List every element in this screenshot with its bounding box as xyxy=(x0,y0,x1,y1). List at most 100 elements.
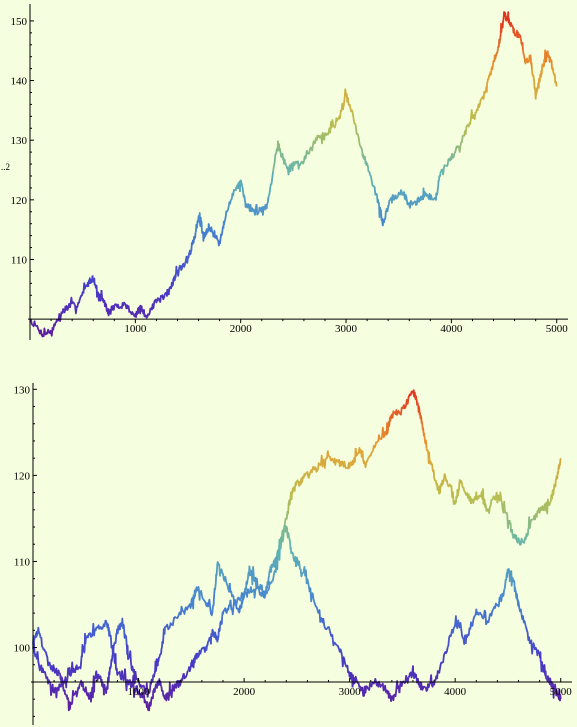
series-segment xyxy=(199,590,205,600)
series-segment xyxy=(59,679,66,688)
series-segment xyxy=(107,666,112,682)
series-segment xyxy=(368,171,374,187)
series-segment xyxy=(217,233,222,247)
series-segment xyxy=(51,318,58,331)
series-segment xyxy=(322,617,331,632)
series-segment xyxy=(199,216,204,234)
series-segment xyxy=(39,327,46,338)
series-segment xyxy=(474,491,481,501)
series-segment xyxy=(239,592,245,602)
series-segment xyxy=(96,291,101,302)
series-segment xyxy=(258,206,262,212)
series-segment xyxy=(455,619,463,630)
series-segment xyxy=(295,556,301,570)
series-segment xyxy=(496,491,503,504)
series-segment xyxy=(251,204,258,216)
series-segment xyxy=(190,239,195,252)
series-segment xyxy=(225,199,232,213)
series-segment xyxy=(478,611,485,620)
series-segment xyxy=(423,432,428,449)
series-segment xyxy=(203,228,208,238)
series-segment xyxy=(185,602,193,611)
series-segment xyxy=(327,454,334,462)
series-segment xyxy=(283,158,288,167)
series-segment xyxy=(313,601,320,614)
series-segment xyxy=(414,196,421,206)
series-segment xyxy=(427,192,434,201)
series-segment xyxy=(262,204,267,211)
series-segment xyxy=(69,296,76,308)
series-segment xyxy=(169,683,176,699)
series-segment xyxy=(182,670,189,680)
series-segment xyxy=(216,561,222,577)
series-segment xyxy=(397,189,404,197)
series-segment xyxy=(119,301,126,310)
series-segment xyxy=(319,131,326,145)
series-segment xyxy=(516,599,523,615)
series-segment xyxy=(490,60,495,72)
series-segment xyxy=(40,637,46,653)
series-segment xyxy=(324,127,331,136)
series-segment xyxy=(467,109,474,128)
series-segment xyxy=(115,667,122,678)
series-segment xyxy=(75,682,82,698)
series-segment xyxy=(385,204,390,213)
series-segment xyxy=(363,457,370,469)
series-segment xyxy=(394,680,401,698)
series-segment xyxy=(529,639,536,655)
series-segment xyxy=(88,686,94,703)
series-segment xyxy=(234,184,239,192)
series-segment xyxy=(243,588,250,598)
series-segment xyxy=(412,389,417,399)
series-segment xyxy=(216,626,221,641)
series-segment xyxy=(288,538,293,555)
series-segment xyxy=(114,628,119,644)
series-segment xyxy=(121,617,126,631)
series-segment xyxy=(361,450,366,465)
series-segment xyxy=(531,513,538,521)
series-segment xyxy=(211,587,216,613)
series-segment xyxy=(345,93,350,106)
series-segment xyxy=(503,577,508,591)
series-segment xyxy=(107,308,112,317)
series-segment xyxy=(140,305,145,315)
y-tick-label: 110 xyxy=(11,254,28,266)
series-segment xyxy=(301,150,308,165)
series-segment xyxy=(501,589,506,598)
series-segment xyxy=(124,302,131,313)
series-segment xyxy=(139,691,144,699)
series-segment xyxy=(158,678,163,687)
y-axis-label-fragment: ..2 xyxy=(1,162,10,172)
series-segment xyxy=(76,661,83,671)
series-segment xyxy=(191,657,196,669)
series-segment xyxy=(543,664,548,680)
series-segment xyxy=(230,189,236,201)
series-segment xyxy=(372,440,379,452)
series-segment xyxy=(119,668,126,682)
series-segment xyxy=(44,651,52,667)
series-segment xyxy=(314,462,321,473)
series-segment xyxy=(308,587,316,603)
series-segment xyxy=(221,607,227,617)
series-segment xyxy=(124,668,131,692)
series-segment xyxy=(204,640,210,651)
series-segment xyxy=(440,164,446,176)
series-segment xyxy=(219,568,227,582)
series-segment xyxy=(432,192,438,201)
series-segment xyxy=(309,465,316,474)
series-segment xyxy=(545,675,550,682)
series-segment xyxy=(392,194,399,201)
series-segment xyxy=(354,446,362,457)
series-segment xyxy=(155,680,160,689)
series-segment xyxy=(32,638,39,660)
series-segment xyxy=(202,598,209,608)
series-segment xyxy=(133,685,140,698)
x-tick-label: 2000 xyxy=(233,686,256,698)
series-segment xyxy=(279,536,284,550)
series-segment xyxy=(471,108,478,120)
series-segment xyxy=(103,299,107,308)
series-segment xyxy=(407,665,414,679)
series-segment xyxy=(219,616,224,627)
series-segment xyxy=(169,281,174,290)
series-segment xyxy=(205,223,210,234)
